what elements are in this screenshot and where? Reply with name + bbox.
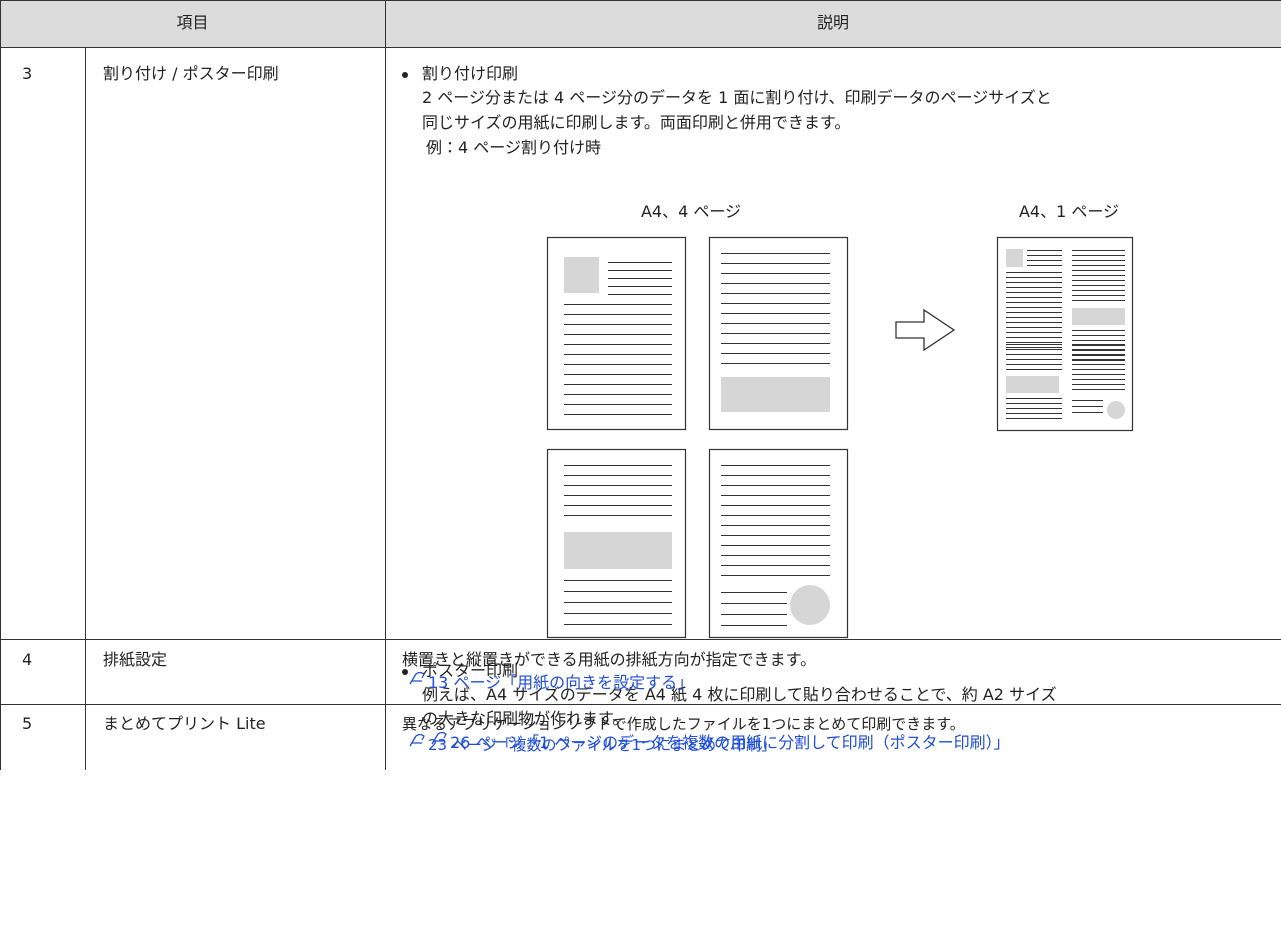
header-cell: 説明 bbox=[816, 13, 849, 32]
placeholder bbox=[1006, 376, 1059, 393]
link-icon bbox=[409, 733, 425, 747]
row-number: 4 bbox=[22, 650, 33, 669]
placeholder bbox=[1006, 249, 1023, 267]
figure-label: A4、4 ページ bbox=[640, 202, 742, 221]
placeholder bbox=[1107, 401, 1125, 419]
bullet bbox=[402, 669, 408, 675]
text-line: 同じサイズの用紙に印刷します。両面印刷と併用できます。 bbox=[422, 113, 851, 132]
placeholder bbox=[1072, 308, 1125, 325]
text: 横置きと縦置きができる用紙の排紙方向が指定できます。 bbox=[402, 650, 817, 669]
placeholder bbox=[790, 585, 830, 625]
link-icon bbox=[431, 731, 447, 745]
item: 排紙設定 bbox=[103, 650, 168, 669]
placeholder bbox=[564, 257, 599, 293]
text-line: 2 ページ分または 4 ページ分のデータを 1 面に割り付け、印刷データのページ… bbox=[422, 88, 1052, 107]
link[interactable]: 23 ページ「複数のファイルを1つにまとめて印刷」 bbox=[428, 736, 777, 754]
section-title: 割り付け印刷 bbox=[422, 64, 519, 83]
text-line: の大きな印刷物が作れます。 bbox=[422, 709, 629, 728]
example: 例：4 ページ割り付け時 bbox=[426, 138, 601, 157]
text: 異なるアプリケーションソフトで作成したファイルを1つにまとめて印刷できます。 bbox=[402, 715, 965, 733]
header-cell: 項目 bbox=[176, 13, 209, 32]
arrow bbox=[895, 308, 956, 352]
header-bg bbox=[0, 0, 1281, 47]
placeholder bbox=[721, 377, 830, 412]
link[interactable]: 26 ページ「1 ページのデータを複数の用紙に分割して印刷（ポスター印刷）」 bbox=[450, 733, 1010, 752]
section-title: ポスター印刷 bbox=[422, 661, 519, 680]
item: まとめてプリント Lite bbox=[103, 714, 266, 733]
table-borders bbox=[0, 0, 1281, 770]
placeholder bbox=[564, 532, 672, 569]
bullet bbox=[402, 72, 408, 78]
row-number: 3 bbox=[22, 64, 33, 83]
figure-label: A4、1 ページ bbox=[1018, 202, 1120, 221]
link[interactable]: 13 ページ「用紙の向きを設定する」 bbox=[428, 673, 694, 692]
text-line: 例えば、A4 サイズのデータを A4 紙 4 枚に印刷して貼り合わせることで、約… bbox=[422, 685, 1057, 704]
row-number: 5 bbox=[22, 714, 33, 733]
link-icon bbox=[409, 671, 425, 685]
item: 割り付け / ポスター印刷 bbox=[103, 64, 279, 83]
